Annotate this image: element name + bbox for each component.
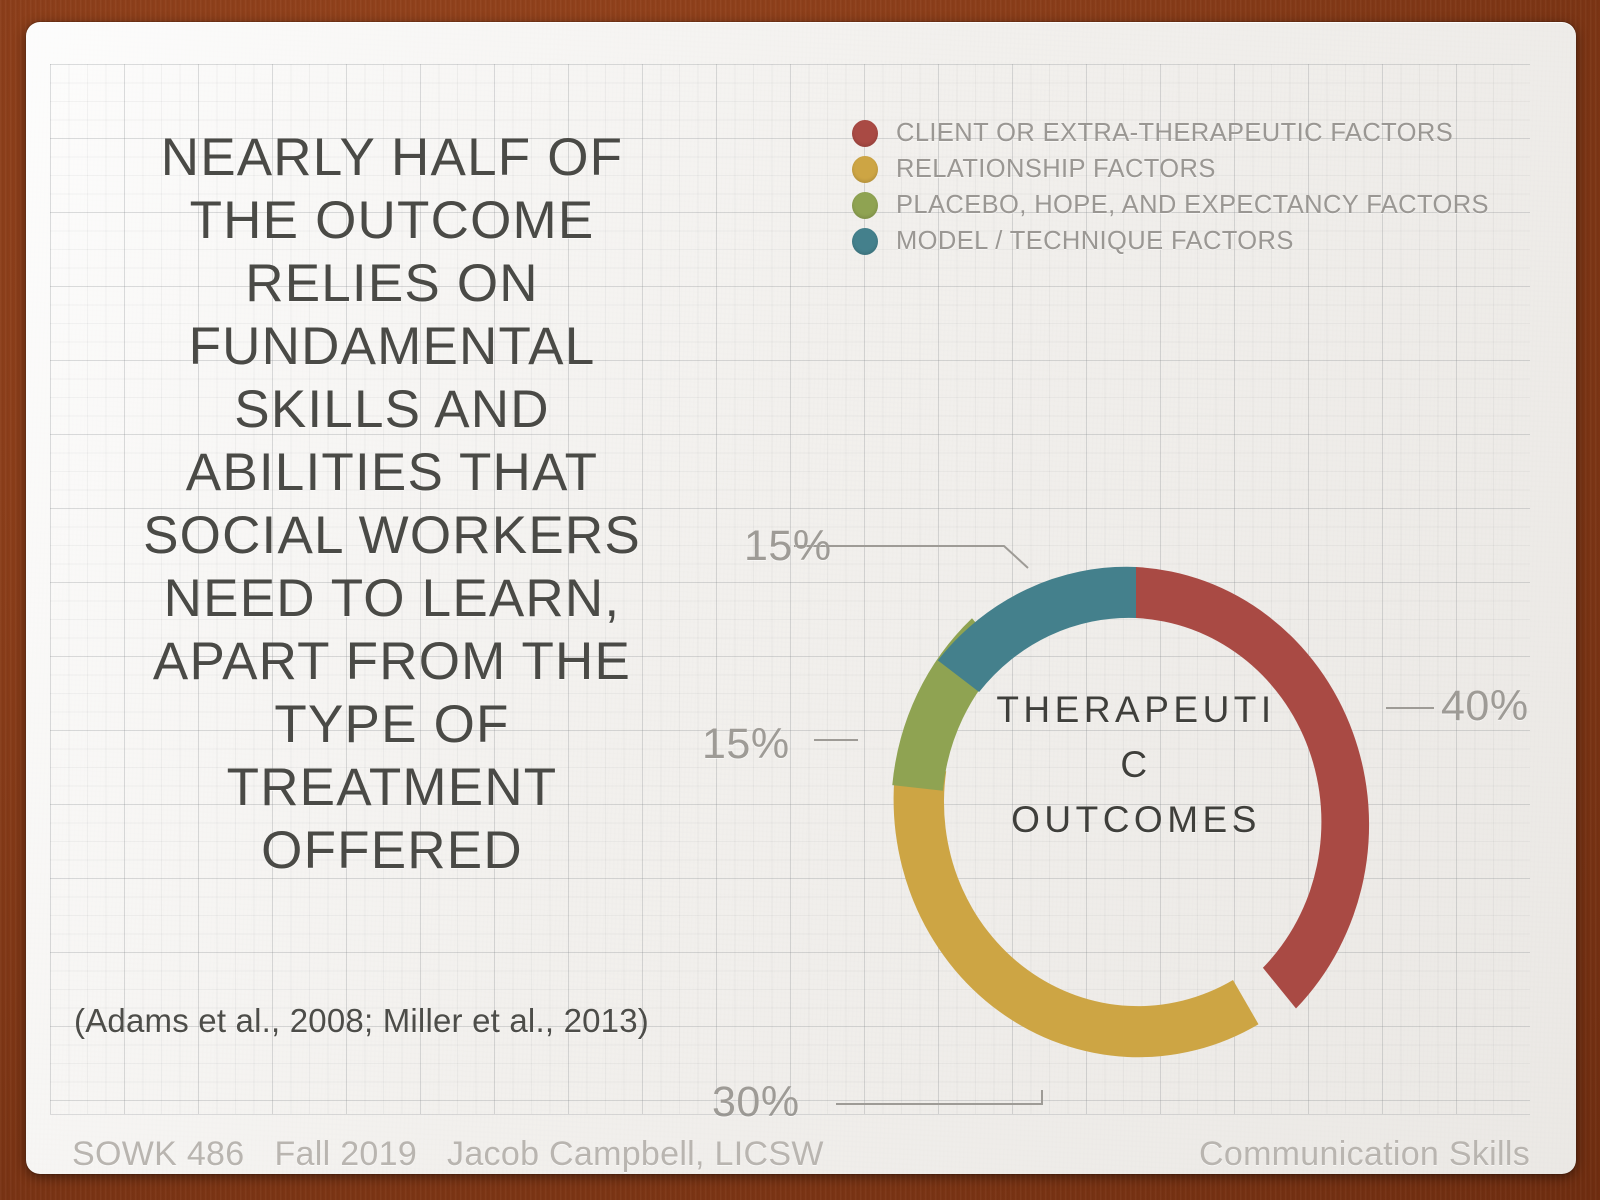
footer-term: Fall 2019 — [274, 1134, 418, 1173]
headline-line: SKILLS AND — [234, 380, 550, 439]
headline-block: NEARLY HALF OF THE OUTCOME RELIES ON FUN… — [82, 126, 702, 882]
pct-label-30: 30% — [712, 1078, 800, 1126]
pct-label-15-model: 15% — [744, 522, 832, 570]
legend-item-label: RELATIONSHIP FACTORS — [896, 155, 1216, 183]
leader-line-30-bottom — [836, 1090, 1043, 1105]
headline-line: NEED TO LEARN, — [163, 569, 621, 628]
headline-line: FUNDAMENTAL — [188, 317, 596, 376]
footer-course: SOWK 486 — [72, 1134, 245, 1173]
footer-instructor: Jacob Campbell, LICSW — [447, 1134, 824, 1173]
legend-swatch-icon — [852, 156, 878, 183]
legend-item-label: MODEL / TECHNIQUE FACTORS — [896, 227, 1294, 255]
legend-item-placebo-factors: PLACEBO, HOPE, AND EXPECTANCY FACTORS — [852, 188, 1552, 223]
pct-label-40: 40% — [1441, 682, 1529, 730]
headline-line: ABILITIES THAT — [185, 443, 599, 502]
legend-item-client-factors: CLIENT OR EXTRA-THERAPEUTIC FACTORS — [852, 116, 1552, 151]
donut-chart-svg — [794, 545, 1434, 1105]
slide-paper: NEARLY HALF OF THE OUTCOME RELIES ON FUN… — [26, 22, 1576, 1174]
footer-divider — [50, 1114, 1530, 1115]
headline-line: SOCIAL WORKERS — [143, 506, 641, 565]
pct-label-15-placebo: 15% — [702, 720, 790, 768]
footer-left-group: SOWK 486 Fall 2019 Jacob Campbell, LICSW — [72, 1135, 824, 1174]
donut-segment-relationship-factors — [893, 760, 1259, 1058]
headline-line: TREATMENT — [226, 758, 558, 817]
legend-item-label: CLIENT OR EXTRA-THERAPEUTIC FACTORS — [896, 119, 1454, 147]
headline-line: TYPE OF — [274, 695, 510, 754]
citation-text: (Adams et al., 2008; Miller et al., 2013… — [74, 1002, 649, 1039]
headline-line: NEARLY HALF OF — [160, 128, 624, 187]
donut-segment-model-technique-factors — [937, 566, 1136, 692]
headline-line: RELIES ON — [245, 254, 539, 313]
legend-item-relationship-factors: RELATIONSHIP FACTORS — [852, 152, 1552, 187]
leader-lines — [794, 545, 1434, 1105]
legend-swatch-icon — [852, 228, 878, 255]
legend-item-model-technique-factors: MODEL / TECHNIQUE FACTORS — [852, 224, 1552, 259]
slide-footer: SOWK 486 Fall 2019 Jacob Campbell, LICSW… — [26, 1126, 1576, 1174]
headline-line: OFFERED — [261, 821, 523, 880]
donut-segment-client-factors — [1136, 567, 1370, 1009]
footer-topic: Communication Skills — [1199, 1134, 1530, 1173]
legend-item-label: PLACEBO, HOPE, AND EXPECTANCY FACTORS — [896, 191, 1489, 219]
legend-swatch-icon — [852, 120, 878, 147]
headline-line: APART FROM THE — [152, 632, 632, 691]
chart-legend: CLIENT OR EXTRA-THERAPEUTIC FACTORS RELA… — [852, 116, 1552, 260]
leader-line-15-top — [794, 545, 1029, 569]
legend-swatch-icon — [852, 192, 878, 219]
donut-chart: THERAPEUTI C OUTCOMES — [686, 492, 1576, 1132]
headline-line: THE OUTCOME — [189, 191, 595, 250]
